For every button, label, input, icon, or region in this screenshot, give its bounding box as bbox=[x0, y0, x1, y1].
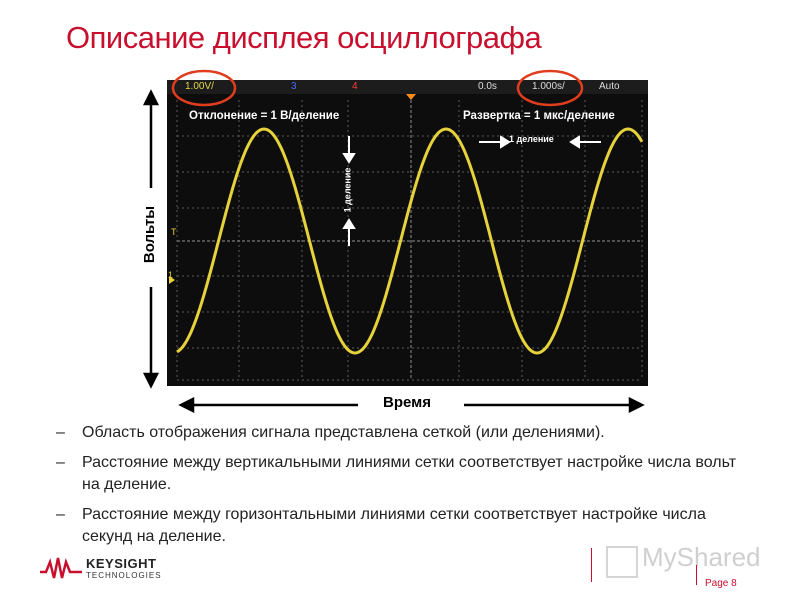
time-axis-arrow bbox=[178, 396, 645, 414]
page-number: Page 8 bbox=[705, 578, 737, 589]
bullet-dash: – bbox=[56, 506, 65, 523]
channel-3-indicator: 3 bbox=[291, 81, 297, 92]
slide-title: Описание дисплея осциллографа bbox=[66, 20, 542, 55]
volts-per-div-readout: 1.00V/ bbox=[185, 81, 214, 92]
volts-axis-label: Вольты bbox=[141, 205, 159, 264]
brand-name: KEYSIGHT bbox=[86, 556, 157, 571]
channel-1-ground-marker: 1 bbox=[168, 270, 174, 280]
list-item: – Область отображения сигнала представле… bbox=[56, 422, 756, 444]
sweep-annotation: Развертка = 1 мкс/деление bbox=[463, 110, 615, 122]
time-per-div-readout: 1.000s/ bbox=[532, 81, 565, 92]
bullet-text: Расстояние между горизонтальными линиями… bbox=[82, 506, 706, 545]
footer-divider bbox=[591, 548, 592, 582]
oscilloscope-screen: 1.00V/ 3 4 0.0s 1.000s/ Auto Отклонение … bbox=[167, 80, 648, 386]
time-axis-label: Время bbox=[383, 394, 431, 411]
bullet-text: Расстояние между вертикальными линиями с… bbox=[82, 454, 737, 493]
one-division-horizontal-label: 1 деление bbox=[509, 134, 554, 144]
deflection-annotation: Отклонение = 1 В/деление bbox=[189, 110, 340, 122]
watermark: MyShared bbox=[606, 536, 766, 588]
watermark-text: MyShared bbox=[642, 542, 761, 572]
brand-subtitle: TECHNOLOGIES bbox=[86, 571, 162, 580]
volts-axis-arrow bbox=[142, 89, 160, 389]
page-divider bbox=[696, 565, 697, 585]
bullet-dash: – bbox=[56, 424, 65, 441]
signal-trace bbox=[176, 127, 644, 355]
trigger-level-marker: T bbox=[171, 227, 177, 237]
time-per-div-highlight bbox=[516, 69, 584, 107]
scope-graticule bbox=[167, 80, 648, 381]
channel-4-indicator: 4 bbox=[352, 81, 358, 92]
bullet-text: Область отображения сигнала представлена… bbox=[82, 424, 605, 441]
watermark-logo-icon bbox=[606, 546, 638, 578]
list-item: – Расстояние между горизонтальными линия… bbox=[56, 504, 756, 548]
trigger-mode-readout: Auto bbox=[599, 81, 620, 92]
bullet-list: – Область отображения сигнала представле… bbox=[56, 422, 756, 556]
bullet-dash: – bbox=[56, 454, 65, 471]
list-item: – Расстояние между вертикальными линиями… bbox=[56, 452, 756, 496]
time-offset-readout: 0.0s bbox=[478, 81, 497, 92]
keysight-wave-icon bbox=[40, 557, 82, 579]
volts-per-div-highlight bbox=[171, 69, 237, 107]
